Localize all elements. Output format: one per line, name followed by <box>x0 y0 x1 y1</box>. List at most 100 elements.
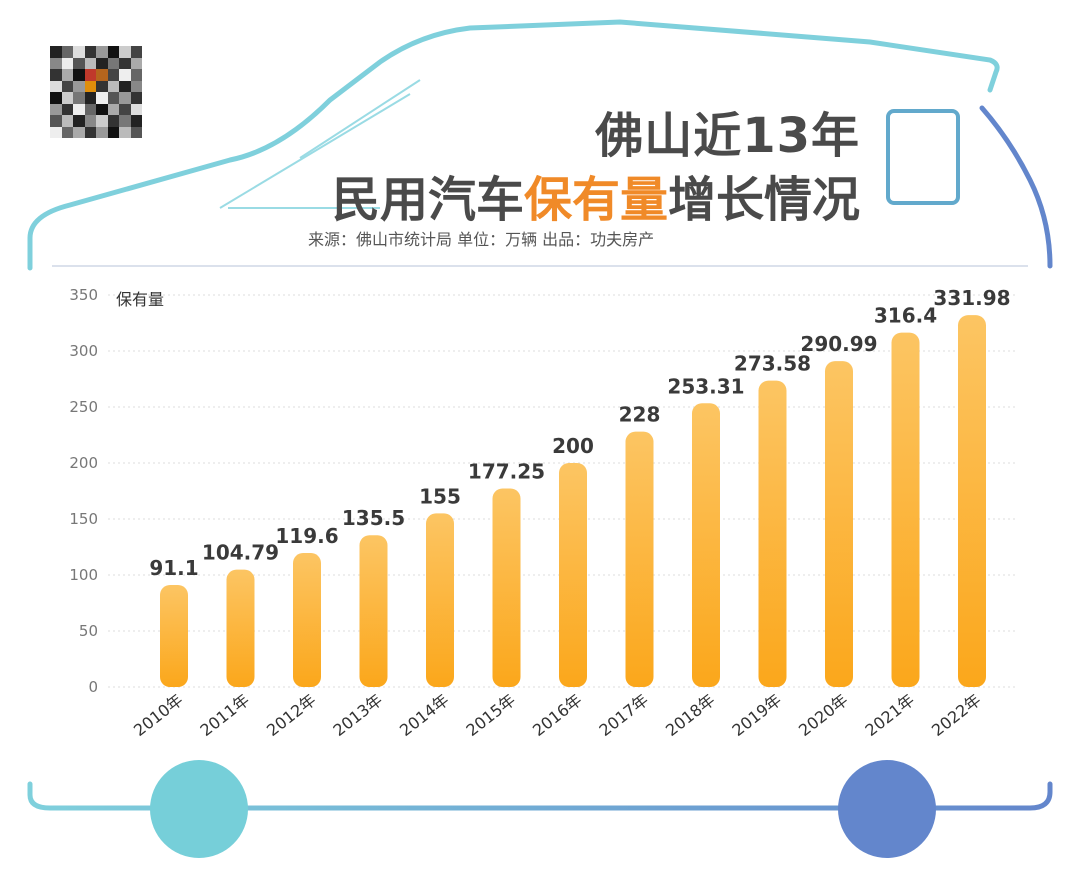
x-tick-label: 2018年 <box>662 690 718 740</box>
qr-cell <box>61 103 73 115</box>
bar <box>492 488 521 687</box>
qr-cell <box>61 46 73 58</box>
qr-cell <box>119 92 131 104</box>
data-label: 104.79 <box>202 541 279 565</box>
qr-cell <box>107 57 119 69</box>
qr-cell <box>130 57 142 69</box>
qr-cell <box>96 80 108 92</box>
data-label: 119.6 <box>275 524 338 548</box>
car-outline-front <box>979 105 1053 269</box>
qr-cell <box>84 126 96 138</box>
y-tick-label: 150 <box>69 510 98 528</box>
qr-cell <box>107 80 119 92</box>
qr-cell <box>84 92 96 104</box>
qr-cell <box>61 80 73 92</box>
qr-cell <box>107 69 119 81</box>
qr-cell <box>119 69 131 81</box>
x-tick-label: 2011年 <box>197 690 253 740</box>
qr-cell <box>107 126 119 138</box>
qr-cell <box>96 115 108 127</box>
qr-cell <box>84 46 96 58</box>
bar <box>226 569 255 687</box>
car-outline-bottom <box>27 781 1053 811</box>
x-tick-label: 2015年 <box>463 690 519 740</box>
x-tick-label: 2010年 <box>130 690 186 740</box>
data-label: 331.98 <box>933 286 1010 310</box>
y-tick-label: 0 <box>88 678 98 696</box>
qr-cell <box>96 92 108 104</box>
qr-cell <box>61 57 73 69</box>
qr-cell <box>50 69 62 81</box>
qr-cell <box>73 46 85 58</box>
qr-cell <box>107 46 119 58</box>
qr-cell <box>96 126 108 138</box>
wheel-left <box>150 760 248 858</box>
qr-cell <box>107 92 119 104</box>
x-tick-label: 2013年 <box>330 690 386 740</box>
qr-code-icon <box>50 46 142 138</box>
wheel-right <box>838 760 936 858</box>
speed-line <box>299 79 421 159</box>
qr-cell <box>119 80 131 92</box>
data-label: 290.99 <box>800 332 877 356</box>
qr-cell <box>84 69 96 81</box>
qr-cell <box>96 46 108 58</box>
qr-cell <box>130 92 142 104</box>
page-title-line1: 佛山近13年 <box>595 108 860 164</box>
bar <box>692 403 720 687</box>
x-tick-label: 2021年 <box>862 690 918 740</box>
data-label: 253.31 <box>667 374 744 398</box>
qr-cell <box>119 126 131 138</box>
y-tick-label: 300 <box>69 342 98 360</box>
qr-cell <box>130 115 142 127</box>
qr-cell <box>50 46 62 58</box>
qr-cell <box>50 103 62 115</box>
y-axis-label: 保有量 <box>116 290 165 309</box>
y-tick-label: 350 <box>69 286 98 304</box>
qr-cell <box>84 57 96 69</box>
y-tick-label: 200 <box>69 454 98 472</box>
x-tick-label: 2019年 <box>729 690 785 740</box>
qr-cell <box>50 80 62 92</box>
qr-cell <box>50 126 62 138</box>
bar <box>160 584 188 687</box>
bar <box>359 535 388 687</box>
bar <box>958 315 986 687</box>
qr-cell <box>119 103 131 115</box>
qr-cell <box>119 57 131 69</box>
qr-cell <box>84 115 96 127</box>
speed-line <box>219 93 411 209</box>
bar <box>625 431 654 687</box>
qr-cell <box>61 115 73 127</box>
data-label: 316.4 <box>874 304 937 328</box>
data-label: 155 <box>419 484 461 508</box>
qr-cell <box>96 57 108 69</box>
qr-cell <box>73 80 85 92</box>
title-part: 民用汽车 <box>331 172 524 228</box>
qr-cell <box>130 80 142 92</box>
y-tick-label: 250 <box>69 398 98 416</box>
x-tick-label: 2017年 <box>596 690 652 740</box>
car-outline-roof <box>27 19 1000 271</box>
x-tick-label: 2022年 <box>928 690 984 740</box>
data-label: 200 <box>552 434 594 458</box>
qr-cell <box>73 126 85 138</box>
qr-cell <box>119 115 131 127</box>
data-label: 135.5 <box>342 506 405 530</box>
bar <box>758 380 787 687</box>
bar <box>559 463 587 687</box>
data-label: 273.58 <box>734 352 811 376</box>
source-line: 来源：佛山市统计局 单位：万辆 出品：功夫房产 <box>308 230 655 249</box>
qr-cell <box>130 103 142 115</box>
x-tick-label: 2016年 <box>529 690 585 740</box>
qr-cell <box>61 126 73 138</box>
qr-cell <box>130 46 142 58</box>
qr-cell <box>50 115 62 127</box>
chart-grid: 0 50 100 150 200 250 300 350 <box>69 286 1018 696</box>
qr-cell <box>130 126 142 138</box>
qr-cell <box>50 92 62 104</box>
qr-cell <box>119 46 131 58</box>
qr-cell <box>130 69 142 81</box>
data-label: 177.25 <box>468 459 545 483</box>
